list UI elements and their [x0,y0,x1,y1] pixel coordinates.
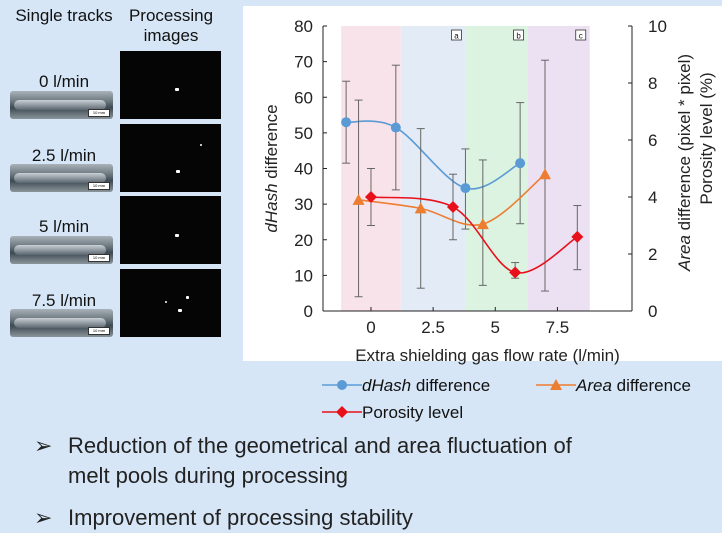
processing-image-0 [120,51,221,119]
track-image-3: 10 mm [10,309,113,337]
legend-dhash-italic: dHash [362,376,412,395]
series-0-point-0 [341,117,352,128]
region-label-3: c [579,32,583,41]
y-right-tick-4: 8 [648,74,657,93]
series-1-line [358,173,546,226]
x-tick-0: 0 [366,318,375,337]
bullet-1-text: Reduction of the geometrical and area fl… [68,431,722,491]
region-2 [465,26,528,311]
bullet-1-line1: Reduction of the geometrical and area fl… [68,433,572,458]
x-axis-label: Extra shielding gas flow rate (l/min) [355,346,620,365]
region-1 [400,26,466,311]
y-left-tick-8: 80 [294,17,313,36]
bullet-2-text: Improvement of processing stability [68,505,413,530]
series-0-point-2 [460,183,471,194]
series-1-point-3 [538,168,551,180]
y-left-tick-6: 60 [294,88,313,107]
legend-area: Area difference [536,376,691,396]
region-3 [527,26,590,311]
series-1-point-1 [414,202,427,214]
series-0-point-3 [515,158,526,169]
flow-label-3: 7.5 l/min [31,291,97,310]
region-label-box-1 [451,29,462,41]
flow-label-2: 5 l/min [38,217,90,236]
region-label-box-2 [513,29,524,41]
y-left-tick-7: 70 [294,53,313,72]
legend-porosity-marker [322,406,362,418]
flow-label-0: 0 l/min [38,72,90,91]
y-left-tick-2: 20 [294,231,313,250]
bullet-1-line2: melt pools during processing [68,463,349,488]
y-right-tick-3: 6 [648,131,657,150]
track-image-1: 10 mm [10,164,113,192]
y-axis-right-label-2: Porosity level (%) [697,72,716,204]
legend-porosity-text: Porosity level [362,403,464,422]
processing-image-1 [120,124,221,192]
legend-dhash-marker [322,380,362,390]
series-1-point-2 [476,218,489,230]
y-left-tick-4: 40 [294,160,313,179]
bullet-1-arrow-icon: ➢ [34,433,53,458]
y-axis-right-label-1: Area difference (pixel * pixel) [675,54,694,272]
series-2-point-2 [509,266,522,279]
processing-images-header: Processing images [128,6,214,45]
y-right-tick-0: 0 [648,302,657,321]
legend-dhash-text: difference [411,376,491,395]
series-2-point-1 [447,200,460,213]
bullet-2-arrow-icon: ➢ [34,505,53,530]
y-left-tick-3: 30 [294,195,313,214]
y-right-tick-2: 4 [648,188,657,207]
processing-image-2 [120,196,221,264]
y-left-tick-0: 0 [304,302,313,321]
y-right-tick-5: 10 [648,17,667,36]
region-label-box-3 [575,29,587,41]
legend-porosity: Porosity level [322,403,463,423]
track-image-2: 10 mm [10,236,113,264]
legend-dhash: dHash difference [322,376,490,396]
x-tick-3: 7.5 [546,318,570,337]
series-2-line [370,196,578,274]
single-tracks-header: Single tracks [15,6,113,25]
legend-area-italic: Area [576,376,612,395]
legend-area-marker [536,379,576,390]
y-left-tick-1: 10 [294,266,313,285]
series-0-line [346,120,521,190]
series-2-point-0 [364,191,377,203]
series-2-point-3 [571,230,584,243]
series-1-point-0 [352,193,365,205]
x-tick-2: 5 [491,318,500,337]
y-left-tick-5: 50 [294,124,313,143]
series-0-point-1 [390,122,401,133]
legend-area-text: difference [611,376,691,395]
region-label-1: a [454,32,459,41]
processing-image-3 [120,269,221,337]
flow-label-1: 2.5 l/min [31,146,97,165]
y-right-tick-1: 2 [648,245,657,264]
track-image-0: 10 mm [10,91,113,119]
x-tick-1: 2.5 [421,318,445,337]
y-axis-left-label: dHash difference [262,104,281,232]
region-label-2: b [516,32,521,41]
